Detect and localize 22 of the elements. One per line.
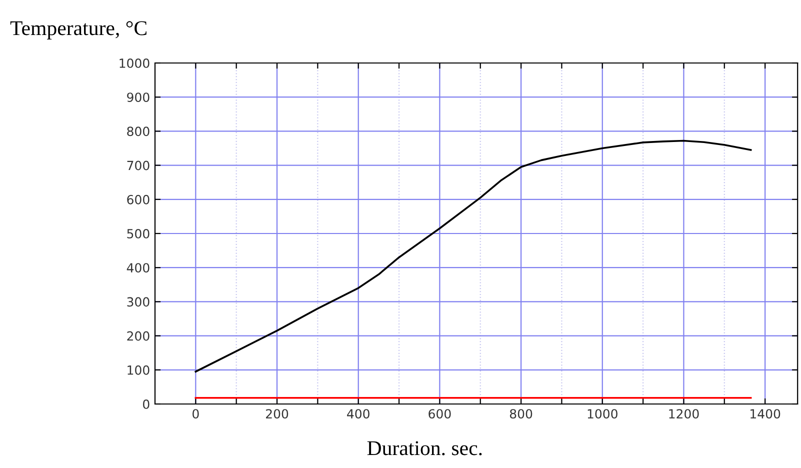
chart-title: Temperature, °C xyxy=(10,21,146,40)
y-tick-label: 700 xyxy=(127,160,150,170)
y-tick-label: 800 xyxy=(127,126,150,136)
y-tick-label: 500 xyxy=(127,228,150,238)
x-tick-label: 200 xyxy=(266,409,288,419)
x-axis-title: Duration. sec. xyxy=(367,441,482,456)
y-tick-label: 100 xyxy=(128,365,150,375)
line-series xyxy=(194,140,752,373)
y-tick-label: 200 xyxy=(127,331,150,341)
y-tick-label: 400 xyxy=(126,263,150,273)
x-tick-label: 1000 xyxy=(588,409,618,419)
y-tick-label: 300 xyxy=(127,297,150,307)
y-tick-label: 0 xyxy=(143,399,150,409)
x-tick-label: 400 xyxy=(347,409,370,419)
x-tick-label: 600 xyxy=(428,409,451,419)
x-tick-label: 800 xyxy=(510,409,532,419)
x-tick-label: 1400 xyxy=(750,409,780,419)
y-tick-label: 900 xyxy=(127,92,150,102)
x-tick-label: 0 xyxy=(192,409,199,419)
y-tick-label: 600 xyxy=(127,194,150,204)
y-tick-label: 1000 xyxy=(120,58,150,68)
x-tick-label: 1200 xyxy=(669,409,699,419)
